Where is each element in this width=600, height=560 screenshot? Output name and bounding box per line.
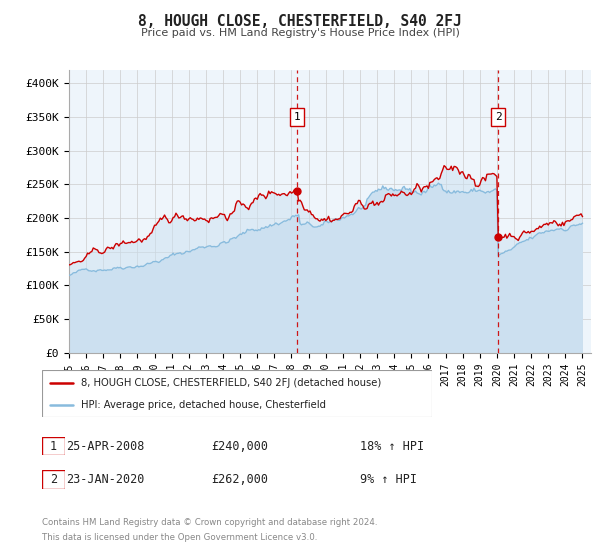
Text: 25-APR-2008: 25-APR-2008: [66, 440, 144, 453]
Text: 2: 2: [50, 473, 57, 486]
Text: £240,000: £240,000: [212, 440, 269, 453]
Text: 9% ↑ HPI: 9% ↑ HPI: [360, 473, 417, 487]
Text: £262,000: £262,000: [212, 473, 269, 487]
Text: 1: 1: [293, 112, 301, 122]
Text: 23-JAN-2020: 23-JAN-2020: [66, 473, 144, 487]
Text: 18% ↑ HPI: 18% ↑ HPI: [360, 440, 424, 453]
Text: This data is licensed under the Open Government Licence v3.0.: This data is licensed under the Open Gov…: [42, 533, 317, 542]
Text: Price paid vs. HM Land Registry's House Price Index (HPI): Price paid vs. HM Land Registry's House …: [140, 28, 460, 38]
Text: Contains HM Land Registry data © Crown copyright and database right 2024.: Contains HM Land Registry data © Crown c…: [42, 518, 377, 527]
Text: 8, HOUGH CLOSE, CHESTERFIELD, S40 2FJ (detached house): 8, HOUGH CLOSE, CHESTERFIELD, S40 2FJ (d…: [81, 378, 381, 388]
Text: HPI: Average price, detached house, Chesterfield: HPI: Average price, detached house, Ches…: [81, 400, 326, 410]
Text: 1: 1: [50, 440, 57, 452]
Text: 8, HOUGH CLOSE, CHESTERFIELD, S40 2FJ: 8, HOUGH CLOSE, CHESTERFIELD, S40 2FJ: [138, 14, 462, 29]
Text: 2: 2: [494, 112, 502, 122]
